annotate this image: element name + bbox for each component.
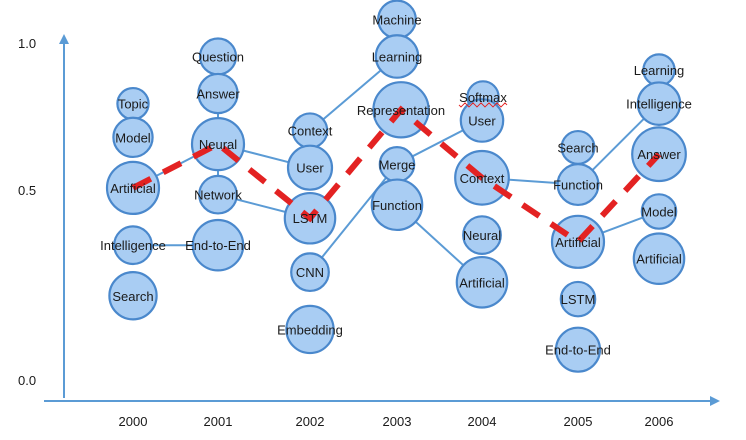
bubble-intelligence-2006 xyxy=(636,81,682,126)
bubble-network-2001 xyxy=(198,174,238,215)
bubble-label-intelligence-2006: Intelligence xyxy=(626,97,692,112)
bubble-end-to-end-2005 xyxy=(554,326,602,373)
x-tick-label-2006: 2006 xyxy=(645,414,674,429)
x-tick-label-2002: 2002 xyxy=(296,414,325,429)
bubble-label-question-2001: Question xyxy=(192,49,244,64)
bubble-lstm-2005 xyxy=(559,280,597,318)
x-tick-label-2001: 2001 xyxy=(204,414,233,429)
trend-layer xyxy=(131,105,662,246)
bubble-label-function-2003: Function xyxy=(372,198,422,213)
bubble-label-function-2005: Function xyxy=(553,178,603,193)
bubble-learning-2003 xyxy=(374,34,420,79)
labels-layer: Topic Model Artificial Intelligence Search Qu… xyxy=(100,12,692,357)
bubble-artificial-2006 xyxy=(632,232,686,285)
bubble-label-model-2006: Model xyxy=(641,205,677,220)
bubble-label-lstm-2002: LSTM xyxy=(293,211,328,226)
x-tick-label-2003: 2003 xyxy=(383,414,412,429)
y-tick-label-0.0: 0.0 xyxy=(18,373,36,388)
bubble-neural-2004 xyxy=(462,215,502,255)
bubble-label-answer-2001: Answer xyxy=(196,87,240,102)
bubble-label-intelligence-2000: Intelligence xyxy=(100,238,166,253)
bubble-artificial-2004 xyxy=(455,255,509,309)
bubble-label-softmax-2004: Softmax xyxy=(459,90,507,105)
bubble-model-2000 xyxy=(112,116,154,159)
bubble-embedding-2002 xyxy=(285,304,335,355)
x-tick-label-2005: 2005 xyxy=(564,414,593,429)
bubble-label-neural-2004: Neural xyxy=(463,228,501,243)
x-tick-label-2000: 2000 xyxy=(119,414,148,429)
bubble-label-answer-2006: Answer xyxy=(637,147,681,162)
bubble-label-network-2001: Network xyxy=(194,188,242,203)
y-tick-label-1.0: 1.0 xyxy=(18,36,36,51)
bubble-cnn-2002 xyxy=(290,252,330,293)
bubbles-layer xyxy=(105,0,687,373)
bubble-label-search-2005: Search xyxy=(557,140,598,155)
y-tick-label-0.5: 0.5 xyxy=(18,183,36,198)
bubble-label-learning-2003: Learning xyxy=(372,49,423,64)
bubble-label-cnn-2002: CNN xyxy=(296,265,324,280)
bubble-label-context-2004: Context xyxy=(460,171,505,186)
bubble-label-end-to-end-2005: End-to-End xyxy=(545,343,611,358)
bubble-label-context-2002: Context xyxy=(288,124,333,139)
bubble-end-to-end-2001 xyxy=(191,218,245,272)
ticks-layer: 2000 2001 2002 2003 2004 2005 2006 1.0 0.5 0.0 xyxy=(18,36,673,429)
spellcheck-underline xyxy=(458,102,508,108)
bubble-label-artificial-2006: Artificial xyxy=(636,252,682,267)
bubble-function-2003 xyxy=(370,178,424,232)
bubble-label-user-2002: User xyxy=(296,161,324,176)
bubble-user-2004 xyxy=(459,98,505,143)
bubble-label-end-to-end-2001: End-to-End xyxy=(185,238,251,253)
bubble-label-user-2004: User xyxy=(468,114,496,129)
bubble-label-representation-2003: Representation xyxy=(357,103,445,118)
bubble-label-search-2000: Search xyxy=(112,289,153,304)
bubble-model-2006 xyxy=(640,193,678,230)
bubble-label-merge-2003: Merge xyxy=(379,157,416,172)
bubble-search-2000 xyxy=(108,271,158,321)
bubble-label-artificial-2000: Artificial xyxy=(110,181,156,196)
bubble-function-2005 xyxy=(556,163,600,207)
bubble-label-learning-2006: Learning xyxy=(634,63,685,78)
bubble-label-artificial-2004: Artificial xyxy=(459,275,505,290)
bubble-label-lstm-2005: LSTM xyxy=(561,292,596,307)
axes-layer xyxy=(44,34,720,406)
trend-line xyxy=(131,105,662,246)
link-line-8 xyxy=(309,163,398,273)
bubble-label-topic-2000: Topic xyxy=(118,97,149,112)
bubble-answer-2001 xyxy=(197,72,239,115)
x-tick-label-2004: 2004 xyxy=(468,414,497,429)
bubble-user-2002 xyxy=(286,144,334,191)
bubble-label-embedding-2002: Embedding xyxy=(277,322,343,337)
bubble-label-model-2000: Model xyxy=(115,130,151,145)
bubble-label-artificial-2005: Artificial xyxy=(555,235,601,250)
bubble-label-machine-2003: Machine xyxy=(372,12,421,27)
bubble-label-neural-2001: Neural xyxy=(199,137,237,152)
bubble-intelligence-2000 xyxy=(113,225,153,266)
